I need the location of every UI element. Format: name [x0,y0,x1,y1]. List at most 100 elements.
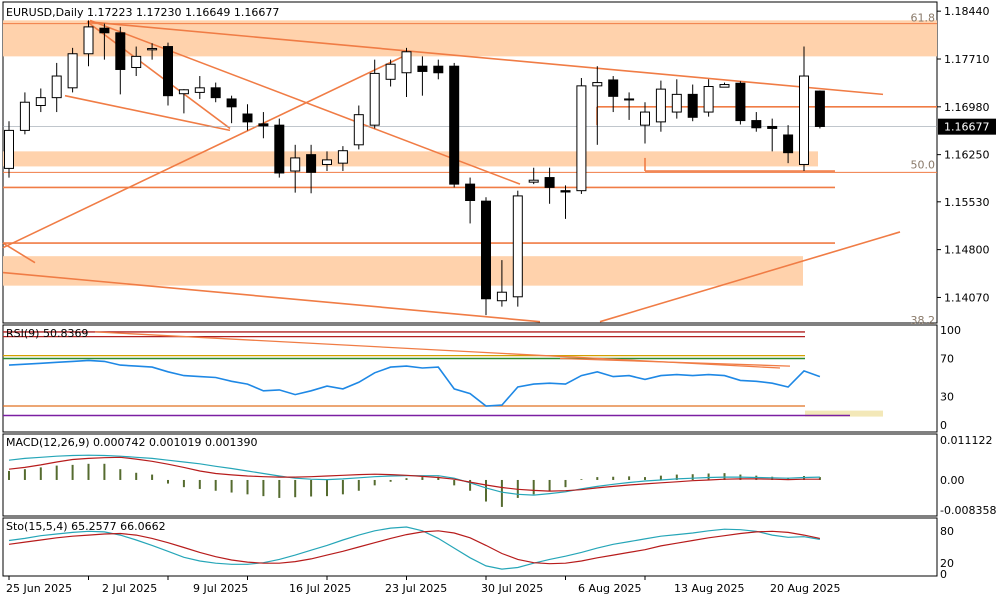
price-tick-label: 1.18440 [944,5,990,18]
candle-body [640,111,650,126]
candle [512,190,523,307]
candle-body [783,134,794,154]
candle-body [576,85,587,192]
candle-body [67,53,78,89]
stochastic-label: Sto(15,5,4) 65.2577 66.0662 [6,520,166,533]
candle [401,47,412,97]
candle [655,80,666,132]
candle-body [51,75,62,99]
candle [449,62,460,188]
time-tick-label: 9 Jul 2025 [193,582,248,595]
candle [163,42,173,106]
trendline-2 [64,94,231,132]
time-tick-label: 23 Jul 2025 [385,582,447,595]
candle-body [735,82,746,122]
candle-body [210,87,221,99]
candle-body [242,113,253,123]
demand-zone-lower [3,256,803,286]
stochastic-main-line [8,526,821,570]
fib-label-382: 38.2 [911,314,936,327]
candle-body [131,55,142,69]
candle-body [99,27,110,34]
candle [703,79,714,117]
candle [560,185,571,219]
stochastic-tick-label: 80 [940,525,954,538]
price-tick-label: 1.14070 [944,291,990,304]
candle-body [481,200,491,300]
candle [35,88,46,113]
macd-panel: 0.011122 0.00 -0.008358 MACD(12,26,9) 0.000… [6,434,996,517]
candle-body [799,75,809,165]
rsi-oversold-box [805,410,883,417]
candle-body [35,97,46,107]
stochastic-panel: 80 200 Sto(15,5,4) 65.2577 66.0662 [6,520,954,581]
candle [433,59,444,80]
candle-body [226,98,237,108]
candle [210,82,221,103]
candle-body [465,183,476,201]
trendline-1 [86,21,231,130]
candle-body [353,114,364,146]
candle-body [274,124,285,174]
current-price-label: 1.16677 [944,121,990,134]
candle [115,26,126,95]
candle-body [655,88,666,123]
candle [671,79,682,119]
candle [767,118,778,152]
stochastic-signal-line [8,530,821,565]
time-tick-label: 16 Jul 2025 [289,582,351,595]
candle-body [528,179,539,183]
candle-body [608,79,619,97]
candle [83,20,94,67]
candle [576,77,587,194]
candle-body [19,101,30,131]
candle [19,92,30,135]
candle [369,59,380,129]
candle-body [592,82,603,87]
candle-body [703,86,714,113]
candle-body [417,65,428,72]
time-tick-label: 20 Aug 2025 [770,582,840,595]
candle [306,144,317,194]
rsi-tick-label: 100 [940,324,961,337]
rsi-tick-label: 30 [940,391,954,404]
candle-body [322,159,332,165]
candle-body [306,154,317,173]
time-tick-label: 13 Aug 2025 [674,582,744,595]
candle [465,177,476,224]
candle [783,125,794,164]
macd-tick-label: 0.00 [940,474,965,487]
candle-body [560,190,571,193]
candle-body [624,98,635,101]
candle [481,197,491,316]
candle-body [719,84,730,88]
candle [242,104,253,131]
candle-body [544,177,555,188]
candle [640,102,650,144]
candle [735,81,746,125]
time-tick-label: 6 Aug 2025 [578,582,641,595]
rsi-panel: 100 70 30 0 RSI(9) 50.8369 [3,324,961,432]
panel-frame-2 [2,433,938,517]
time-tick-label: 2 Jul 2025 [102,582,157,595]
rsi-tick-label: 0 [940,419,947,432]
panel-frame-1 [2,324,938,433]
candle-body [369,72,380,126]
macd-tick-label: -0.008358 [940,504,996,517]
price-tick-label: 1.16250 [944,149,990,162]
price-tick-label: 1.17710 [944,53,990,66]
candle [178,89,189,114]
candle [719,82,730,88]
macd-label: MACD(12,26,9) 0.000742 0.001019 0.001390 [6,436,258,449]
candle [687,84,698,122]
candle-body [115,32,126,70]
fib-label-618: 61.8 [911,12,936,25]
trendline-3 [2,52,411,249]
candle-body [163,46,173,97]
chart-title: EURUSD,Daily 1.17223 1.17230 1.16649 1.1… [6,6,279,19]
rsi-tick-label: 70 [940,353,954,366]
candle-body [767,125,778,129]
candle [496,260,507,307]
